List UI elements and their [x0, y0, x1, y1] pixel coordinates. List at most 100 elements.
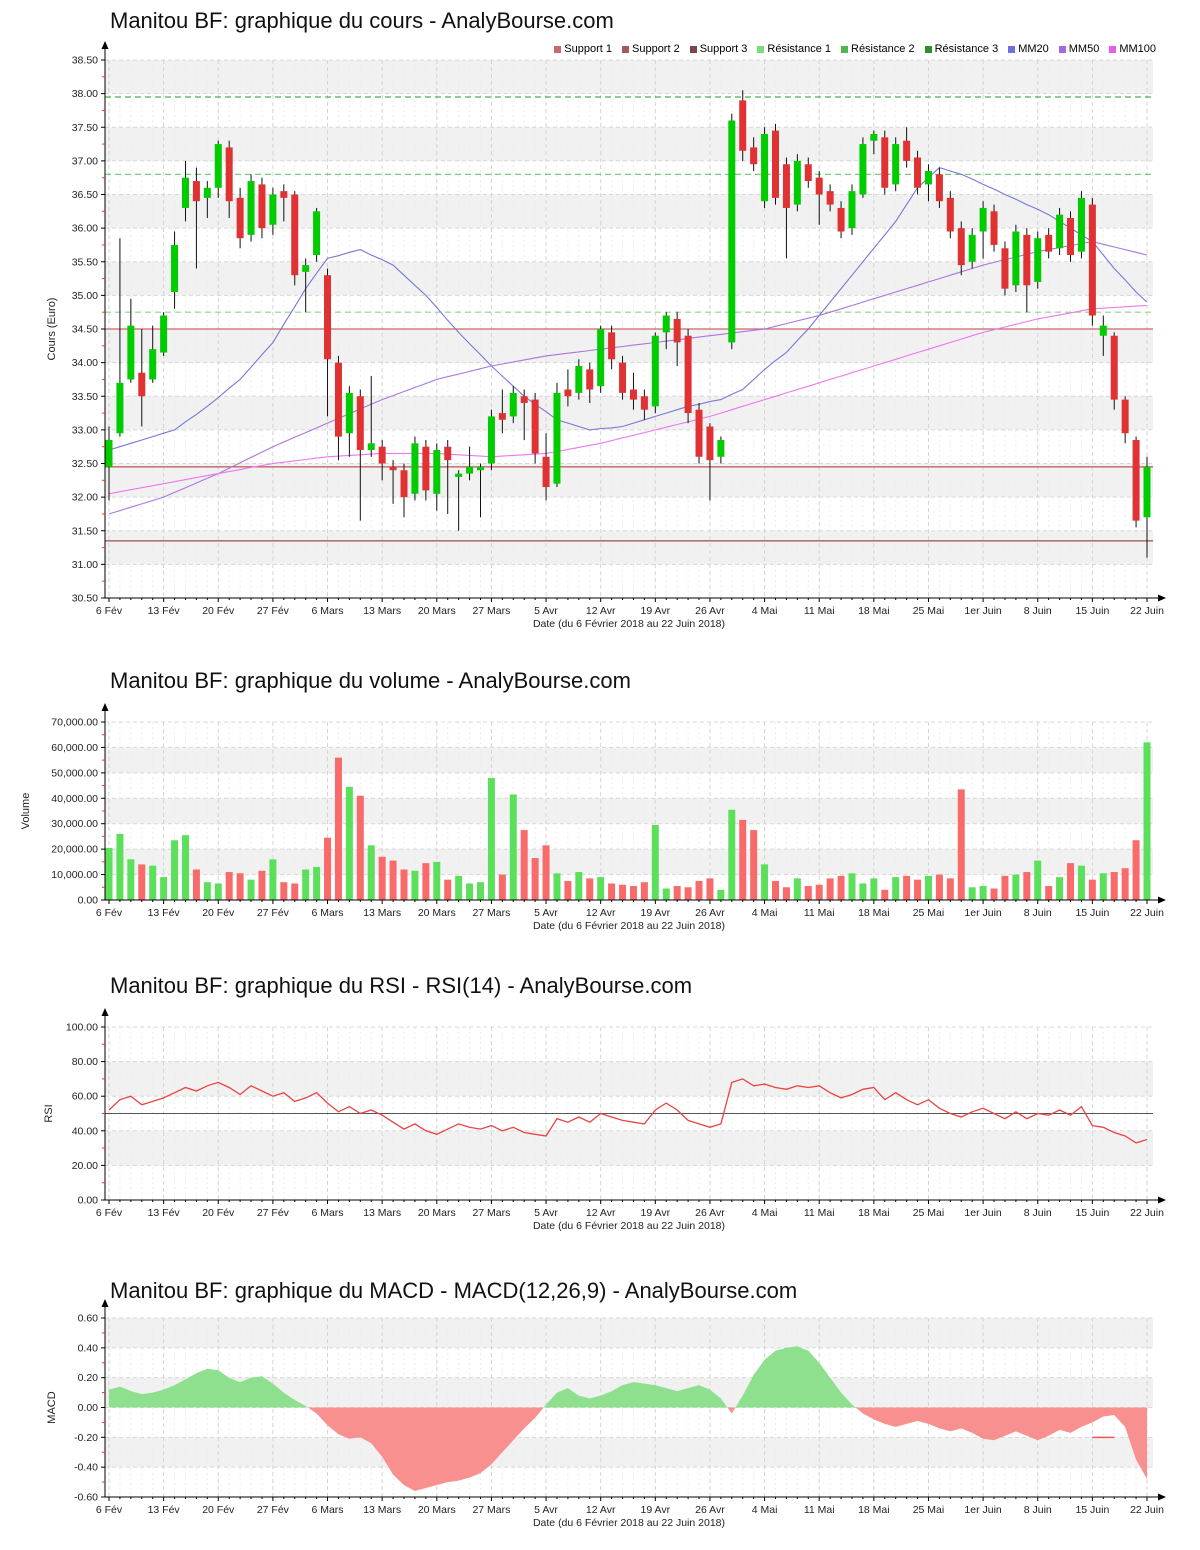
candle-body [673, 318, 681, 343]
x-tick-label: 26 Avr [695, 605, 725, 617]
x-tick-label: 13 Fév [148, 907, 181, 919]
volume-bar [1067, 863, 1075, 900]
x-tick-label: 15 Juin [1075, 1207, 1109, 1219]
x-tick-label: 5 Avr [534, 605, 558, 617]
volume-bar [793, 878, 801, 900]
x-tick-label: 6 Mars [311, 907, 343, 919]
volume-bar [345, 786, 353, 900]
candle-body [684, 335, 692, 414]
legend-swatch-icon [924, 45, 932, 53]
grid-stripe [105, 194, 1153, 229]
legend-swatch-icon [622, 45, 629, 53]
legend-label: Support 1 [564, 43, 612, 55]
volume-bar [739, 819, 747, 900]
x-tick-label: 12 Avr [586, 1504, 616, 1516]
legend-swatch-icon [554, 45, 562, 53]
volume-bar [1121, 868, 1129, 900]
mm100-line [108, 304, 1148, 495]
volume-bar [1056, 877, 1064, 900]
volume-bar [487, 777, 495, 900]
candle-body [280, 191, 288, 198]
candle-body [1034, 238, 1042, 282]
x-tick-label: 19 Avr [641, 907, 671, 919]
x-tick-label: 20 Mars [418, 1207, 456, 1219]
volume-bar [1099, 873, 1107, 900]
volume-bar [629, 886, 637, 900]
x-axis-arrow-icon [1158, 1196, 1166, 1204]
x-tick-label: 12 Avr [586, 1207, 616, 1219]
y-axis-title: RSI [43, 1104, 55, 1122]
candle-body [1023, 234, 1031, 286]
candle-body [662, 315, 670, 333]
candle-body [498, 413, 506, 420]
candle-body [542, 456, 550, 488]
x-axis-title: Date (du 6 Février 2018 au 22 Juin 2018) [533, 1220, 725, 1232]
volume-bar [914, 879, 922, 900]
candle-body [1121, 399, 1129, 434]
volume-bar [673, 886, 681, 900]
legend-item: Support 1 [554, 43, 612, 55]
x-tick-label: 25 Mai [913, 1504, 945, 1516]
legend-item: Résistance 1 [757, 43, 831, 55]
x-axis-arrow-icon [1158, 594, 1166, 602]
volume-bar [903, 875, 911, 900]
volume-bar [990, 888, 998, 900]
candle-body [509, 392, 517, 417]
x-tick-label: 22 Juin [1130, 1504, 1164, 1516]
candle-body [411, 443, 419, 494]
volume-bar [1110, 872, 1118, 900]
volume-bar [1143, 742, 1151, 900]
volume-bar [269, 859, 277, 900]
y-tick-label: 30,000.00 [51, 818, 98, 830]
volume-bar [1045, 886, 1053, 900]
candle-body [826, 191, 834, 205]
candle-body [990, 211, 998, 245]
volume-bar [1077, 865, 1085, 900]
volume-bar [859, 883, 867, 900]
grid-stripe [105, 1130, 1153, 1166]
volume-bar [476, 882, 484, 900]
volume-bar [105, 847, 113, 900]
grid-stripe [105, 1437, 1153, 1468]
rsi-line [108, 1078, 1148, 1144]
volume-bar [367, 845, 375, 900]
legend-swatch-icon [757, 45, 765, 53]
volume-bar [1034, 860, 1042, 900]
volume-bar [171, 840, 179, 900]
legend-item: Support 3 [689, 43, 747, 55]
candle-body [203, 187, 211, 198]
x-tick-label: 12 Avr [586, 907, 616, 919]
candle-body [1088, 204, 1096, 316]
candle-body [192, 181, 200, 202]
x-tick-label: 4 Mai [752, 1504, 778, 1516]
candle-body [433, 450, 441, 494]
legend-swatch-icon [841, 45, 848, 53]
y-tick-label: 35.50 [72, 256, 98, 268]
legend-item: Résistance 3 [924, 43, 998, 55]
x-axis-arrow-icon [1158, 896, 1166, 904]
volume-bar [881, 889, 889, 900]
candle-body [214, 144, 222, 188]
volume-bar [236, 873, 244, 900]
x-tick-label: 8 Juin [1024, 605, 1052, 617]
x-tick-label: 25 Mai [913, 605, 945, 617]
x-tick-label: 1er Juin [964, 907, 1002, 919]
candle-body [466, 466, 474, 474]
legend-item: MM100 [1109, 43, 1156, 55]
candle-body [586, 369, 594, 390]
volume-bar [815, 884, 823, 900]
x-tick-label: 27 Mars [472, 907, 510, 919]
x-tick-label: 1er Juin [964, 605, 1002, 617]
candle-body [815, 177, 823, 195]
grid-stripe [105, 127, 1153, 161]
candle-body [334, 362, 342, 437]
x-tick-label: 4 Mai [752, 605, 778, 617]
candle-body [345, 392, 353, 434]
volume-bar [214, 883, 222, 900]
candle-body [105, 439, 113, 467]
x-tick-label: 27 Fév [257, 907, 290, 919]
y-tick-label: 70,000.00 [51, 717, 98, 729]
candle-body [728, 120, 736, 343]
volume-bar [192, 869, 200, 900]
